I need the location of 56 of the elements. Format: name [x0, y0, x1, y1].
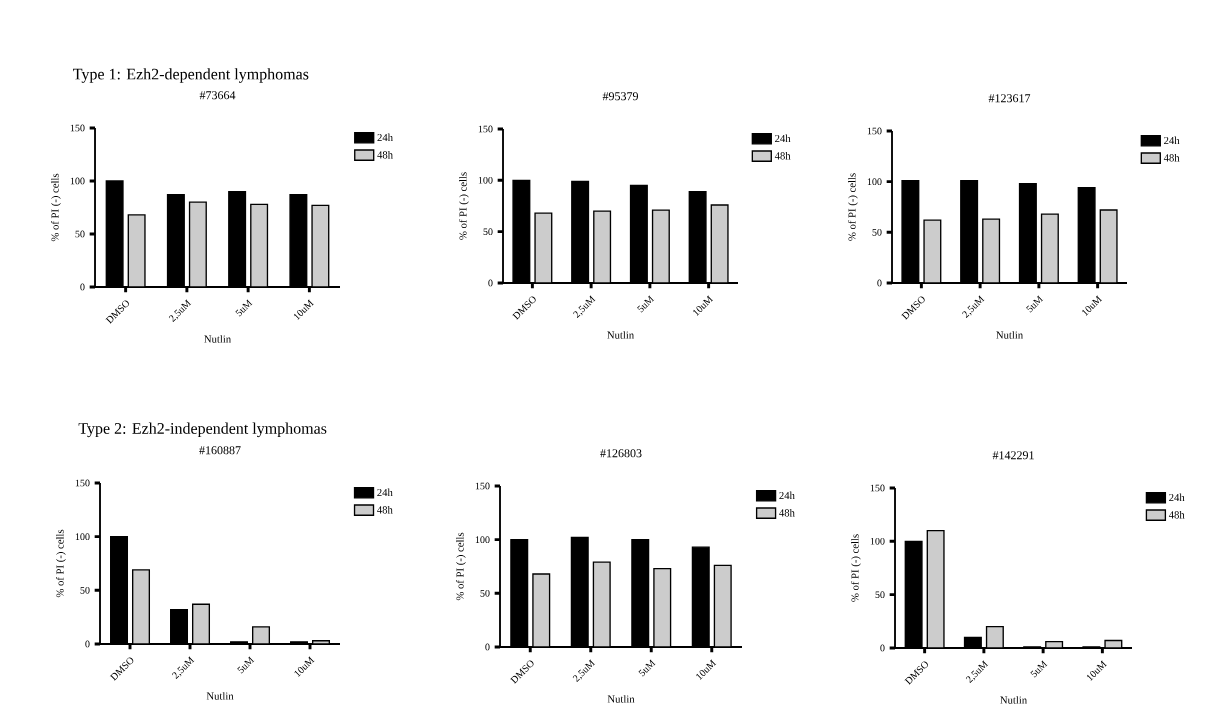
chart-title: #126803: [600, 449, 642, 458]
y-axis-title: % of PI (-) cells: [851, 534, 861, 602]
text: Type 2: Ezh2-independent lymphomas: [78, 422, 327, 438]
legend-label: 24h: [1169, 493, 1185, 501]
x-axis-title: Nutlin: [204, 335, 231, 343]
y-tick-label: 0: [85, 640, 90, 648]
y-axis-title: % of PI (-) cells: [56, 529, 66, 598]
legend-label: 48h: [779, 508, 795, 517]
x-axis-title: Nutlin: [996, 331, 1023, 339]
y-tick-label: 100: [75, 533, 90, 541]
y-axis-title: % of PI (-) cells: [848, 173, 858, 241]
legend-label: 24h: [779, 491, 795, 499]
x-axis-title: Nutlin: [206, 692, 234, 700]
legend-label: 24h: [377, 133, 393, 141]
y-tick-label: 50: [483, 228, 493, 236]
y-tick-label: 100: [70, 177, 85, 185]
y-tick-label: 150: [867, 127, 882, 135]
y-tick-label: 0: [880, 644, 885, 652]
y-tick-label: 100: [870, 537, 885, 545]
chart-title: #123617: [988, 94, 1031, 103]
y-tick-label: 150: [70, 124, 85, 132]
y-tick-label: 0: [80, 283, 85, 291]
y-tick-label: 100: [478, 176, 493, 184]
legend-label: 48h: [1168, 510, 1185, 519]
y-axis-title: % of PI (-) cells: [51, 173, 61, 242]
legend-label: 48h: [774, 151, 791, 160]
y-tick-label: 150: [478, 125, 493, 133]
chart-title: #73664: [199, 91, 236, 100]
y-tick-label: 50: [75, 230, 85, 238]
legend-label: 48h: [377, 150, 393, 159]
chart-title: #95379: [602, 92, 639, 101]
chart-title: #142291: [992, 451, 1034, 460]
y-tick-label: 0: [485, 643, 490, 651]
x-axis-title: Nutlin: [1000, 696, 1027, 704]
x-axis-title: Nutlin: [607, 331, 634, 339]
y-tick-label: 100: [867, 178, 882, 186]
legend-label: 48h: [1163, 153, 1180, 162]
y-tick-label: 0: [877, 279, 882, 287]
y-tick-label: 150: [870, 484, 885, 492]
text: Type 1: Ezh2-dependent lymphomas: [73, 68, 309, 83]
y-axis-title: % of PI (-) cells: [459, 172, 469, 240]
y-tick-label: 150: [75, 479, 90, 487]
y-tick-label: 150: [475, 482, 490, 490]
y-axis-title: % of PI (-) cells: [456, 532, 466, 601]
y-tick-label: 50: [875, 591, 885, 599]
y-tick-label: 100: [475, 536, 490, 544]
y-tick-label: 50: [480, 589, 490, 597]
legend-label: 24h: [377, 488, 393, 496]
chart-title: #160887: [199, 446, 241, 455]
x-axis-title: Nutlin: [607, 695, 635, 703]
y-tick-label: 50: [80, 586, 90, 594]
y-tick-label: 50: [872, 228, 882, 236]
legend-label: 24h: [775, 134, 791, 142]
legend-label: 48h: [377, 505, 393, 514]
y-tick-label: 0: [488, 279, 493, 287]
legend-label: 24h: [1164, 136, 1180, 144]
